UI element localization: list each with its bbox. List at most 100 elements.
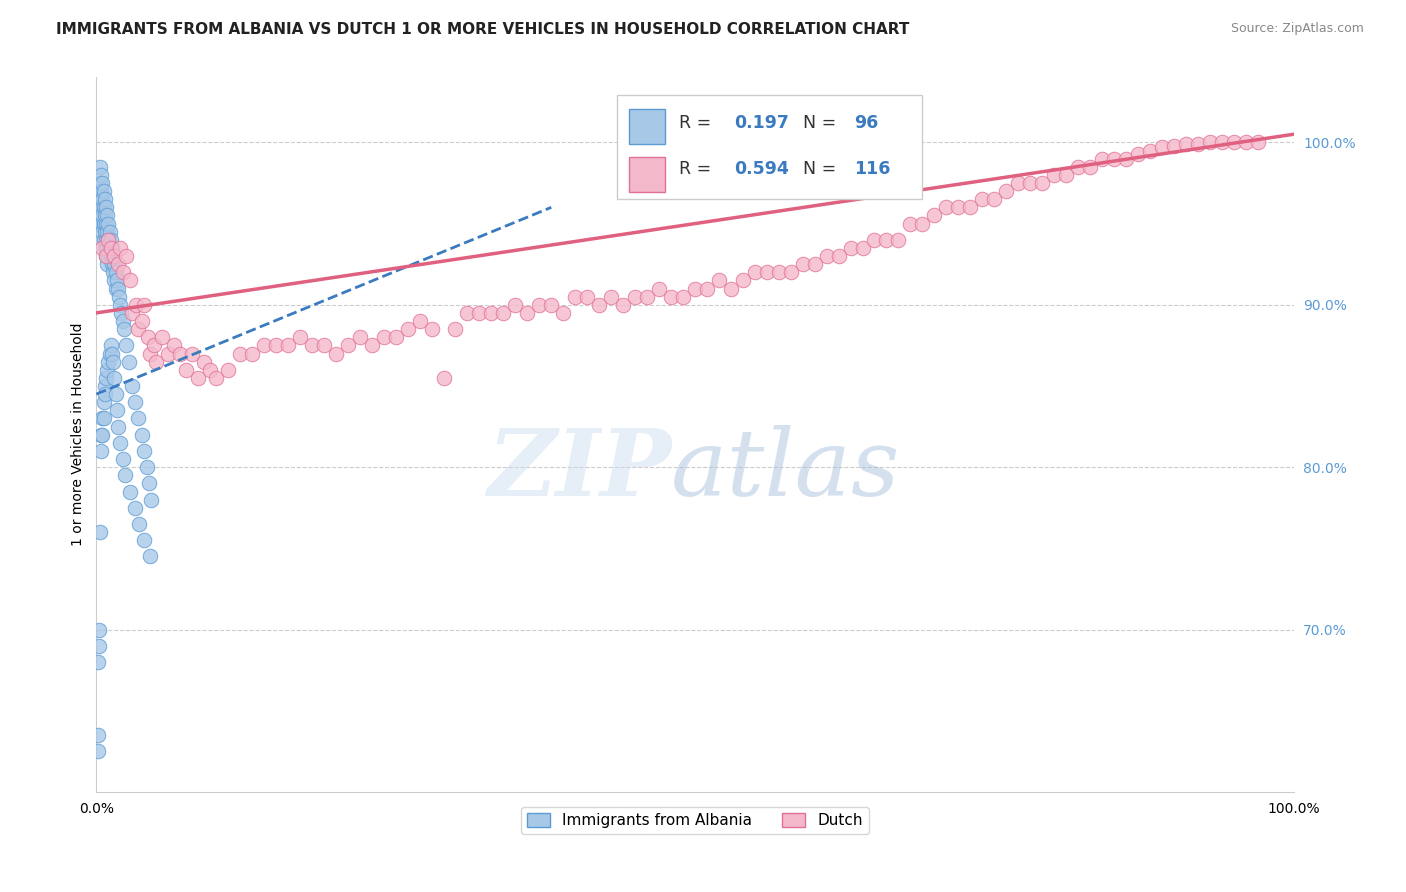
Text: R =: R = bbox=[679, 114, 717, 132]
Point bbox=[492, 306, 515, 320]
Point bbox=[150, 330, 173, 344]
Point bbox=[142, 338, 165, 352]
Point bbox=[115, 338, 138, 352]
Point bbox=[93, 233, 115, 247]
Point bbox=[803, 257, 825, 271]
Point bbox=[127, 322, 149, 336]
Point bbox=[264, 338, 287, 352]
Point bbox=[900, 217, 922, 231]
Point bbox=[1126, 146, 1149, 161]
Point bbox=[96, 209, 118, 223]
Point bbox=[839, 241, 862, 255]
Point bbox=[935, 200, 957, 214]
Point bbox=[755, 265, 778, 279]
Point bbox=[115, 249, 138, 263]
Point bbox=[779, 265, 801, 279]
Point bbox=[468, 306, 491, 320]
Point bbox=[792, 257, 814, 271]
Point bbox=[93, 192, 115, 206]
Point bbox=[373, 330, 395, 344]
Point bbox=[86, 728, 108, 742]
Point bbox=[696, 281, 718, 295]
Point bbox=[89, 525, 111, 540]
Text: 0.197: 0.197 bbox=[734, 114, 789, 132]
Point bbox=[90, 184, 112, 198]
Point bbox=[86, 655, 108, 669]
Point bbox=[174, 363, 197, 377]
Point bbox=[87, 217, 110, 231]
Point bbox=[91, 427, 114, 442]
Point bbox=[87, 639, 110, 653]
Point bbox=[86, 744, 108, 758]
Point bbox=[277, 338, 299, 352]
Point bbox=[131, 314, 153, 328]
Point bbox=[1115, 152, 1137, 166]
Point bbox=[360, 338, 382, 352]
Point bbox=[93, 411, 115, 425]
Point bbox=[90, 217, 112, 231]
Point bbox=[89, 160, 111, 174]
Point bbox=[110, 306, 132, 320]
Point bbox=[145, 354, 167, 368]
Point bbox=[1187, 136, 1209, 151]
Point bbox=[1246, 136, 1268, 150]
Point bbox=[121, 306, 143, 320]
Point bbox=[131, 427, 153, 442]
Point bbox=[139, 346, 162, 360]
Text: 96: 96 bbox=[855, 114, 879, 132]
Point bbox=[110, 298, 132, 312]
Text: 0.594: 0.594 bbox=[734, 160, 789, 178]
Point bbox=[1043, 168, 1066, 182]
Point bbox=[100, 249, 122, 263]
Point bbox=[1174, 136, 1197, 151]
Point bbox=[444, 322, 467, 336]
Point bbox=[98, 241, 121, 255]
Text: 116: 116 bbox=[855, 160, 890, 178]
Point bbox=[1222, 136, 1244, 150]
Point bbox=[97, 217, 120, 231]
Point bbox=[101, 241, 124, 255]
Point bbox=[94, 249, 117, 263]
Point bbox=[408, 314, 430, 328]
Point bbox=[97, 233, 120, 247]
Point bbox=[384, 330, 406, 344]
Point bbox=[959, 200, 981, 214]
Point bbox=[93, 387, 115, 401]
Point bbox=[90, 168, 112, 182]
Point bbox=[107, 281, 129, 295]
Point bbox=[110, 241, 132, 255]
Point bbox=[89, 209, 111, 223]
Point bbox=[312, 338, 335, 352]
Point bbox=[103, 257, 125, 271]
Text: N =: N = bbox=[803, 160, 841, 178]
Point bbox=[1019, 176, 1042, 190]
Point bbox=[432, 371, 454, 385]
Point bbox=[924, 209, 946, 223]
Point bbox=[93, 225, 115, 239]
Point bbox=[887, 233, 910, 247]
Point bbox=[529, 298, 551, 312]
Point bbox=[198, 363, 221, 377]
Point bbox=[193, 354, 215, 368]
Point bbox=[104, 387, 127, 401]
Point bbox=[181, 346, 204, 360]
Point bbox=[139, 549, 162, 564]
Point bbox=[110, 435, 132, 450]
Point bbox=[553, 306, 575, 320]
FancyBboxPatch shape bbox=[628, 109, 665, 144]
Point bbox=[91, 209, 114, 223]
Point bbox=[683, 281, 706, 295]
Point bbox=[107, 257, 129, 271]
Y-axis label: 1 or more Vehicles in Household: 1 or more Vehicles in Household bbox=[72, 323, 86, 547]
FancyBboxPatch shape bbox=[628, 158, 665, 192]
Point bbox=[134, 533, 156, 548]
Point bbox=[456, 306, 478, 320]
Point bbox=[111, 452, 134, 467]
Point bbox=[97, 233, 120, 247]
Point bbox=[103, 273, 125, 287]
Point bbox=[612, 298, 634, 312]
Point bbox=[87, 623, 110, 637]
Point bbox=[588, 298, 610, 312]
Point bbox=[1139, 144, 1161, 158]
Point bbox=[101, 249, 124, 263]
